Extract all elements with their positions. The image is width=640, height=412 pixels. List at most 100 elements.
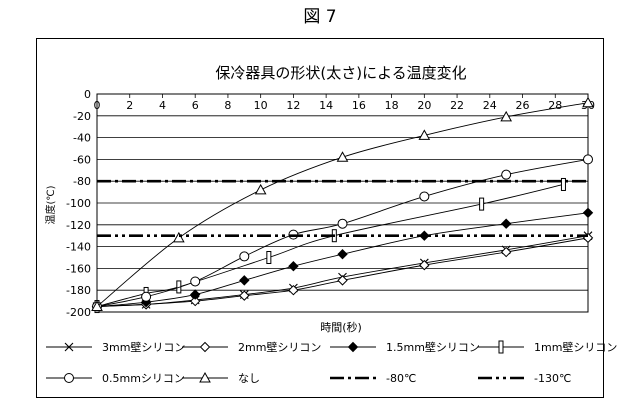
data-point bbox=[288, 261, 299, 272]
marker-bar bbox=[479, 197, 485, 211]
x-tick-label: 28 bbox=[548, 99, 562, 112]
y-tick-label: -80 bbox=[73, 175, 91, 188]
marker-triangle bbox=[336, 151, 349, 162]
legend-marker bbox=[199, 341, 211, 353]
marker-circle bbox=[239, 251, 250, 262]
data-point bbox=[582, 96, 594, 108]
marker-circle bbox=[141, 291, 152, 302]
x-tick-label: 24 bbox=[483, 99, 497, 112]
marker-triangle bbox=[199, 371, 211, 383]
data-point bbox=[266, 251, 272, 264]
x-tick-label: 10 bbox=[254, 99, 268, 112]
data-point bbox=[336, 151, 349, 162]
y-tick-label: -60 bbox=[73, 153, 91, 166]
legend-label: -80℃ bbox=[386, 372, 416, 385]
data-point bbox=[479, 197, 485, 211]
data-point bbox=[91, 300, 103, 312]
marker-diamond bbox=[239, 290, 250, 301]
x-tick-label: 22 bbox=[450, 99, 464, 112]
x-tick-label: 0 bbox=[94, 99, 101, 112]
gridlines bbox=[96, 94, 589, 291]
legend-item: 0.5mmシリコン bbox=[46, 372, 185, 385]
marker-triangle bbox=[582, 96, 594, 108]
data-point bbox=[501, 169, 512, 180]
marker-bar bbox=[266, 251, 272, 264]
data-point bbox=[418, 129, 431, 140]
data-point bbox=[419, 191, 430, 202]
data-point bbox=[337, 275, 348, 286]
plot-area bbox=[96, 93, 589, 313]
x-tick-label: 16 bbox=[352, 99, 366, 112]
figure-label: 図 7 bbox=[303, 7, 337, 27]
marker-bar bbox=[560, 177, 566, 191]
data-point bbox=[189, 295, 201, 307]
data-point bbox=[239, 290, 250, 301]
x-tick-label: 14 bbox=[319, 99, 333, 112]
marker-circle bbox=[64, 373, 74, 383]
data-point bbox=[288, 284, 299, 296]
x-tick-label: 12 bbox=[286, 99, 300, 112]
data-point bbox=[583, 154, 593, 165]
series-line-1 bbox=[96, 237, 589, 307]
marker-diamond bbox=[582, 207, 594, 219]
data-point bbox=[239, 275, 250, 286]
legend-item: なし bbox=[182, 371, 260, 385]
marker-diamond bbox=[189, 295, 201, 307]
series-line-2 bbox=[96, 212, 589, 307]
y-axis-label: 温度(℃) bbox=[44, 185, 57, 224]
legend-label: 1mm壁シリコン bbox=[534, 340, 617, 354]
legend: 3mm壁シリコン 2mm壁シリコン 1.5mm壁シリコン 1mm壁シリコン 0.5mmシ… bbox=[46, 340, 617, 385]
data-point bbox=[239, 251, 250, 262]
marker-x bbox=[64, 342, 74, 352]
x-tick-label: 26 bbox=[516, 99, 530, 112]
data-point bbox=[141, 291, 152, 302]
data-point bbox=[560, 177, 566, 191]
x-tick-labels: 024681012141618202224262830 bbox=[94, 99, 596, 112]
data-point bbox=[189, 289, 201, 300]
marker-circle bbox=[583, 154, 593, 165]
chart-frame bbox=[36, 38, 604, 398]
y-tick-label: -100 bbox=[66, 197, 91, 210]
legend-item: -80℃ bbox=[330, 372, 416, 385]
legend-marker bbox=[64, 342, 74, 352]
marker-triangle bbox=[418, 129, 431, 140]
legend-label: なし bbox=[238, 372, 260, 385]
series-lines bbox=[91, 96, 594, 314]
data-point bbox=[172, 231, 185, 243]
marker-circle bbox=[337, 218, 348, 229]
y-tick-label: -140 bbox=[66, 241, 91, 254]
marker-bar bbox=[498, 340, 504, 354]
marker-diamond bbox=[239, 275, 250, 286]
legend-label: 2mm壁シリコン bbox=[238, 340, 321, 354]
marker-triangle bbox=[254, 183, 267, 195]
y-tick-labels: 0 -20 -40 -60 -80 -100 -120 -140 -160 -180 -200 bbox=[66, 88, 91, 319]
legend-label: 0.5mmシリコン bbox=[102, 372, 185, 385]
legend-item: -130℃ bbox=[478, 372, 571, 385]
legend-item: 2mm壁シリコン bbox=[182, 340, 321, 354]
marker-diamond bbox=[189, 289, 201, 300]
marker-diamond bbox=[337, 249, 348, 260]
data-point bbox=[500, 218, 512, 229]
marker-diamond bbox=[288, 284, 299, 296]
legend-label: -130℃ bbox=[534, 372, 571, 385]
data-point bbox=[419, 259, 430, 271]
y-tick-label: -160 bbox=[66, 262, 91, 275]
marker-diamond bbox=[337, 275, 348, 286]
marker-diamond bbox=[199, 341, 211, 353]
y-tick-label: -40 bbox=[73, 132, 91, 145]
y-tick-label: -20 bbox=[73, 110, 91, 123]
legend-marker bbox=[347, 341, 359, 353]
marker-diamond bbox=[500, 218, 512, 229]
data-point bbox=[582, 207, 594, 219]
data-point bbox=[500, 246, 512, 258]
marker-triangle bbox=[172, 231, 185, 243]
legend-marker bbox=[199, 371, 211, 383]
chart-title: 保冷器具の形状(太さ)による温度変化 bbox=[215, 64, 466, 82]
legend-marker bbox=[64, 373, 74, 383]
x-tick-label: 4 bbox=[159, 99, 166, 112]
marker-diamond bbox=[347, 341, 359, 353]
legend-marker bbox=[498, 340, 504, 354]
legend-item: 1mm壁シリコン bbox=[478, 340, 617, 354]
y-tick-label: -180 bbox=[66, 284, 91, 297]
